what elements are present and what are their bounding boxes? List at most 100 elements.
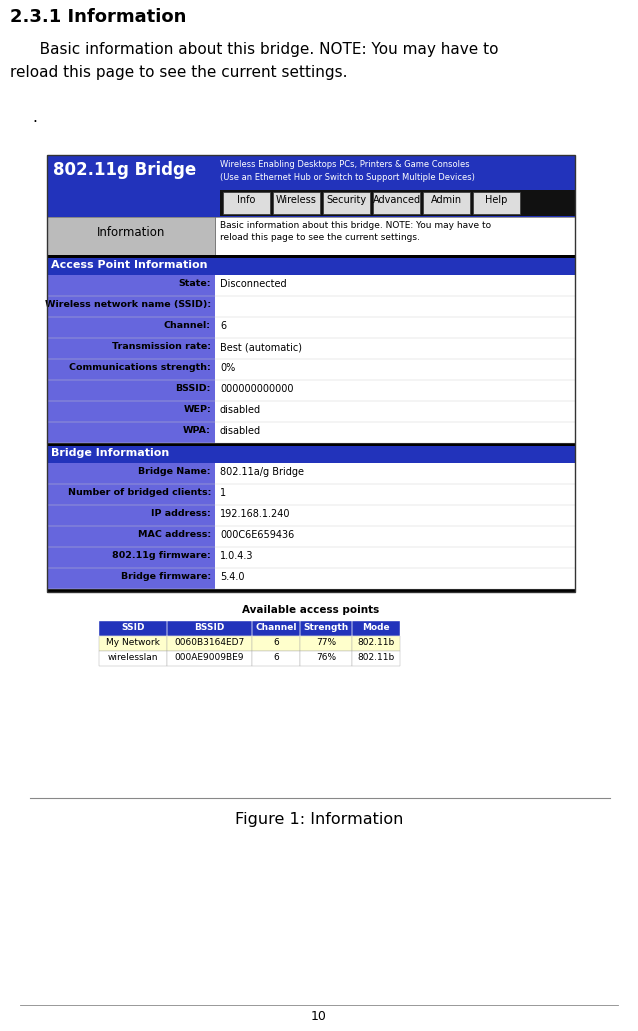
Text: Wireless: Wireless bbox=[276, 195, 317, 205]
Bar bbox=[300, 621, 352, 636]
Bar bbox=[352, 651, 400, 666]
Bar bbox=[352, 621, 400, 636]
Text: 5.4.0: 5.4.0 bbox=[220, 572, 244, 583]
Bar bbox=[47, 526, 215, 547]
Text: 000000000000: 000000000000 bbox=[220, 384, 293, 394]
Text: Info: Info bbox=[237, 195, 256, 205]
Text: Security: Security bbox=[327, 195, 367, 205]
Bar bbox=[167, 621, 252, 636]
Text: 000C6E659436: 000C6E659436 bbox=[220, 530, 294, 540]
Text: Bridge firmware:: Bridge firmware: bbox=[121, 572, 211, 581]
Bar bbox=[47, 505, 575, 526]
Bar bbox=[47, 255, 575, 258]
Text: 802.11g Bridge: 802.11g Bridge bbox=[53, 161, 197, 179]
Bar bbox=[47, 422, 575, 443]
Bar bbox=[47, 217, 215, 255]
Text: Best (automatic): Best (automatic) bbox=[220, 342, 302, 352]
Bar bbox=[47, 401, 215, 422]
Bar bbox=[47, 275, 215, 296]
Text: State:: State: bbox=[179, 279, 211, 288]
Bar bbox=[47, 568, 575, 589]
Bar bbox=[47, 443, 575, 446]
Bar bbox=[423, 192, 470, 214]
Bar bbox=[99, 636, 167, 651]
Text: 6: 6 bbox=[220, 321, 226, 331]
Bar bbox=[300, 636, 352, 651]
Text: Communications strength:: Communications strength: bbox=[70, 363, 211, 372]
Text: 6: 6 bbox=[273, 638, 279, 647]
Text: Access Point Information: Access Point Information bbox=[51, 260, 207, 270]
Text: 802.11a/g Bridge: 802.11a/g Bridge bbox=[220, 467, 304, 477]
Bar bbox=[47, 463, 215, 484]
Text: reload this page to see the current settings.: reload this page to see the current sett… bbox=[10, 65, 348, 80]
Bar bbox=[99, 621, 167, 636]
Text: Number of bridged clients:: Number of bridged clients: bbox=[68, 488, 211, 497]
Bar bbox=[99, 651, 167, 666]
Text: WEP:: WEP: bbox=[183, 405, 211, 414]
Bar bbox=[47, 296, 575, 317]
Bar bbox=[47, 338, 215, 359]
Text: 77%: 77% bbox=[316, 638, 336, 647]
Text: IP address:: IP address: bbox=[151, 509, 211, 518]
Bar bbox=[47, 589, 575, 592]
Text: 6: 6 bbox=[273, 653, 279, 662]
Bar bbox=[473, 192, 520, 214]
Bar bbox=[273, 192, 320, 214]
Text: WPA:: WPA: bbox=[183, 426, 211, 435]
Bar bbox=[47, 155, 575, 217]
Bar bbox=[47, 446, 575, 463]
Text: Wireless network name (SSID):: Wireless network name (SSID): bbox=[45, 300, 211, 309]
Text: 2.3.1 Information: 2.3.1 Information bbox=[10, 8, 186, 26]
Text: SSID: SSID bbox=[121, 623, 145, 632]
Text: 0%: 0% bbox=[220, 363, 235, 373]
Bar bbox=[47, 505, 215, 526]
Text: 802.11b: 802.11b bbox=[357, 638, 395, 647]
Text: 76%: 76% bbox=[316, 653, 336, 662]
Text: reload this page to see the current settings.: reload this page to see the current sett… bbox=[220, 233, 420, 242]
Bar bbox=[47, 380, 215, 401]
Text: Strength: Strength bbox=[304, 623, 348, 632]
Bar bbox=[373, 192, 420, 214]
Bar bbox=[252, 636, 300, 651]
Text: wirelesslan: wirelesslan bbox=[108, 653, 158, 662]
Text: disabled: disabled bbox=[220, 426, 261, 436]
Bar bbox=[47, 317, 215, 338]
Text: 1.0.4.3: 1.0.4.3 bbox=[220, 551, 253, 561]
Bar bbox=[47, 568, 215, 589]
Bar bbox=[220, 190, 575, 217]
Text: Admin: Admin bbox=[431, 195, 462, 205]
Bar bbox=[223, 192, 270, 214]
Text: 0060B3164ED7: 0060B3164ED7 bbox=[174, 638, 244, 647]
Text: Help: Help bbox=[486, 195, 508, 205]
Text: Basic information about this bridge. NOTE: You may have to: Basic information about this bridge. NOT… bbox=[25, 42, 498, 57]
Bar bbox=[252, 621, 300, 636]
Bar bbox=[167, 651, 252, 666]
Text: Transmission rate:: Transmission rate: bbox=[112, 342, 211, 351]
Bar bbox=[252, 651, 300, 666]
Bar bbox=[215, 217, 575, 255]
Bar bbox=[47, 258, 575, 275]
Text: Channel: Channel bbox=[255, 623, 297, 632]
Bar bbox=[47, 463, 575, 484]
Bar bbox=[352, 621, 400, 636]
Text: BSSID: BSSID bbox=[195, 623, 225, 632]
Bar bbox=[300, 651, 352, 666]
Text: Bridge Name:: Bridge Name: bbox=[138, 467, 211, 476]
Text: (Use an Ethernet Hub or Switch to Support Multiple Devices): (Use an Ethernet Hub or Switch to Suppor… bbox=[220, 173, 475, 182]
Text: Advanced: Advanced bbox=[373, 195, 420, 205]
Bar bbox=[47, 484, 575, 505]
Text: Disconnected: Disconnected bbox=[220, 279, 286, 289]
Bar bbox=[47, 359, 215, 380]
Bar bbox=[167, 621, 252, 636]
Bar bbox=[47, 338, 575, 359]
Bar bbox=[352, 636, 400, 651]
Bar bbox=[47, 526, 575, 547]
Bar bbox=[300, 621, 352, 636]
Bar bbox=[99, 621, 167, 636]
Bar bbox=[47, 296, 215, 317]
Bar bbox=[47, 155, 575, 592]
Text: disabled: disabled bbox=[220, 405, 261, 415]
Text: Available access points: Available access points bbox=[242, 605, 380, 616]
Bar bbox=[47, 547, 575, 568]
Text: Channel:: Channel: bbox=[164, 321, 211, 330]
